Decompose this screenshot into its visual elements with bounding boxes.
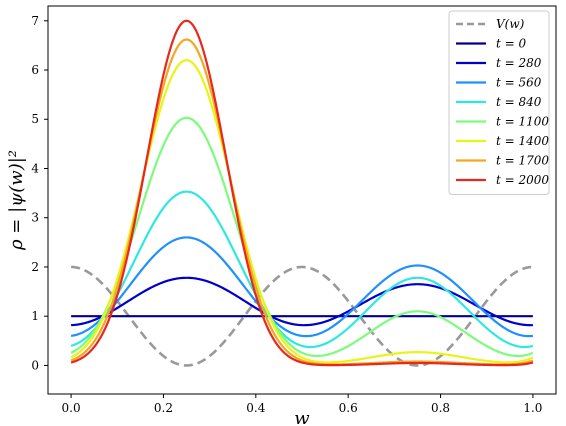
x-tick-label: 0.0	[62, 401, 81, 415]
y-tick-label: 2	[31, 260, 39, 274]
legend-entry: t = 1400	[496, 134, 549, 148]
legend-box	[448, 10, 550, 195]
potential-curve	[71, 265, 533, 367]
x-tick-label: 0.8	[431, 401, 450, 415]
legend-entry: t = 1100	[496, 115, 549, 129]
y-tick-label: 5	[31, 112, 39, 126]
legend-entry: t = 560	[496, 76, 542, 90]
x-tick-label: 0.2	[154, 401, 173, 415]
legend-entry: t = 840	[496, 95, 542, 109]
x-tick-label: 0.6	[339, 401, 358, 415]
legend-entry: t = 280	[496, 56, 542, 70]
y-tick-label: 4	[31, 161, 39, 175]
y-tick-label: 3	[31, 211, 39, 225]
plot-marks	[70, 19, 534, 367]
x-tick-label: 1.0	[523, 401, 542, 415]
series-line	[70, 190, 534, 349]
y-tick-label: 1	[31, 309, 39, 323]
y-axis-label: ρ = |ψ(w)|²	[6, 150, 27, 251]
series-line	[71, 276, 533, 327]
series-line	[70, 19, 534, 367]
series-line	[70, 236, 534, 338]
legend-entry: t = 2000	[496, 173, 549, 187]
legend: V(w) t = 0 t = 280 t = 560 t = 840 t = 1100 t …	[448, 10, 550, 195]
plot-frame	[47, 5, 557, 395]
axes: 0.0 0.2 0.4 0.6 0.8 1.0 0 1 2 3 4 5 6 7 w ρ = |ψ(w)|²	[6, 5, 557, 426]
legend-entry: t = 1700	[496, 154, 549, 168]
y-tick-label: 7	[31, 14, 39, 28]
x-axis-label: w	[294, 408, 310, 426]
y-tick-label: 6	[31, 63, 39, 77]
legend-entry: t = 0	[496, 37, 527, 51]
legend-entry: V(w)	[496, 17, 525, 31]
series-line	[70, 116, 534, 358]
x-tick-label: 0.4	[246, 401, 265, 415]
y-tick-label: 0	[31, 358, 39, 372]
